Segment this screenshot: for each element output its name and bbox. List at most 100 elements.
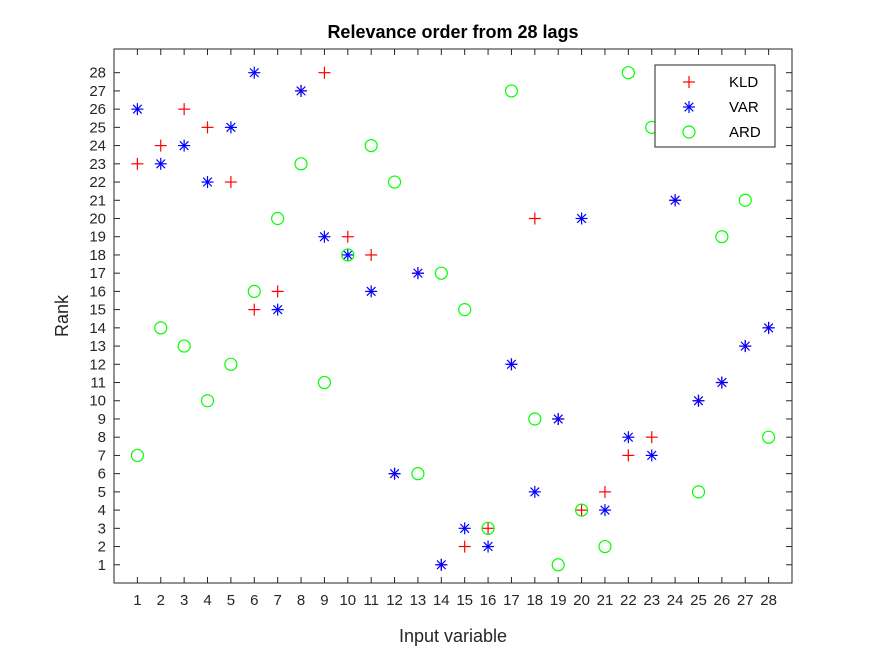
point-var [645,449,658,462]
y-tick-label: 14 [89,320,106,337]
point-var [458,522,471,535]
point-kld [365,248,378,261]
y-tick-label: 6 [98,466,106,483]
point-var [669,194,682,207]
point-kld [575,504,588,517]
x-tick-label: 18 [526,592,543,609]
point-ard [411,467,425,481]
x-tick-label: 16 [480,592,497,609]
point-ard [504,84,519,98]
point-var [482,540,495,553]
legend: KLD VAR ARD [654,64,776,148]
legend-marker-kld [683,76,695,88]
y-tick-label: 7 [98,447,106,464]
y-tick-label: 12 [89,356,106,373]
y-tick-label: 15 [89,302,106,319]
y-tick-label: 19 [89,229,106,246]
point-kld [458,540,471,553]
legend-box [654,64,776,148]
point-kld [154,139,167,152]
point-ard [715,230,729,244]
point-ard [364,138,378,153]
x-tick-label: 26 [714,592,731,609]
x-tick-label: 2 [157,592,165,609]
point-kld [528,212,541,225]
legend-marker-var [683,101,695,113]
point-var [201,176,214,189]
x-tick-label: 7 [273,592,281,609]
x-tick-label: 6 [250,592,258,609]
x-tick-label: 17 [503,592,520,609]
y-tick-label: 10 [89,393,106,410]
point-ard [458,303,472,317]
point-ard [551,558,565,572]
x-tick-label: 5 [227,592,235,609]
point-kld [248,303,261,316]
y-tick-label: 5 [98,484,106,501]
y-axis-label: Rank [52,294,72,337]
series-var [131,66,775,571]
point-ard [621,66,635,80]
point-ard [574,503,589,517]
x-tick-label: 10 [339,592,356,609]
point-var [388,467,401,480]
x-tick-label: 27 [737,592,754,609]
point-kld [645,431,658,444]
legend-entries: KLD VAR ARD [682,74,761,141]
point-var [365,285,378,298]
point-kld [318,66,331,79]
x-tick-label: 9 [320,592,328,609]
y-tick-label: 20 [89,210,106,227]
point-var [598,504,611,517]
x-tick-label: 8 [297,592,305,609]
point-var [224,121,237,134]
x-tick-label: 20 [573,592,590,609]
point-kld [598,485,611,498]
ticks-layer: 1 2 3 4 5 6 7 8 9 10 11 12 13 14 15 16 17 18 19 20 21 22 23 24 2… [89,49,792,609]
y-tick-label: 22 [89,174,106,191]
chart-title: Relevance order from 28 lags [327,22,578,42]
point-ard [341,248,355,262]
point-var [692,394,705,407]
legend-label-ard: ARD [729,124,761,141]
y-tick-label: 17 [89,265,106,282]
point-var [739,340,752,353]
x-tick-label: 13 [410,592,427,609]
x-tick-label: 19 [550,592,567,609]
point-ard [130,448,144,463]
point-ard [598,539,612,554]
x-axis-label: Input variable [399,626,507,646]
point-var [552,412,565,425]
data-marks [130,66,776,572]
point-kld [178,103,191,116]
y-tick-label: 21 [89,192,106,209]
y-tick-label: 16 [89,283,106,300]
y-tick-label: 28 [89,65,106,82]
point-ard [294,157,308,171]
point-ard [317,375,332,390]
x-tick-label: 23 [643,592,660,609]
point-ard [200,394,215,408]
x-tick-label: 12 [386,592,403,609]
plot-frame [113,48,793,584]
y-tick-label: 9 [98,411,106,428]
point-var [131,103,144,116]
y-tick-label: 3 [98,520,106,537]
point-var [248,66,261,79]
point-kld [201,121,214,134]
y-tick-label: 26 [89,101,106,118]
x-tick-label: 15 [456,592,473,609]
point-kld [341,230,354,243]
y-tick-label: 18 [89,247,106,264]
point-var [575,212,588,225]
x-tick-label: 11 [363,592,379,609]
y-tick-label: 8 [98,429,106,446]
point-var [528,485,541,498]
point-ard [738,193,752,207]
point-var [762,321,775,334]
point-ard [762,430,776,444]
y-tick-label: 13 [89,338,106,355]
y-tick-label: 24 [89,138,106,155]
point-ard [154,321,168,335]
y-tick-label: 23 [89,156,106,173]
